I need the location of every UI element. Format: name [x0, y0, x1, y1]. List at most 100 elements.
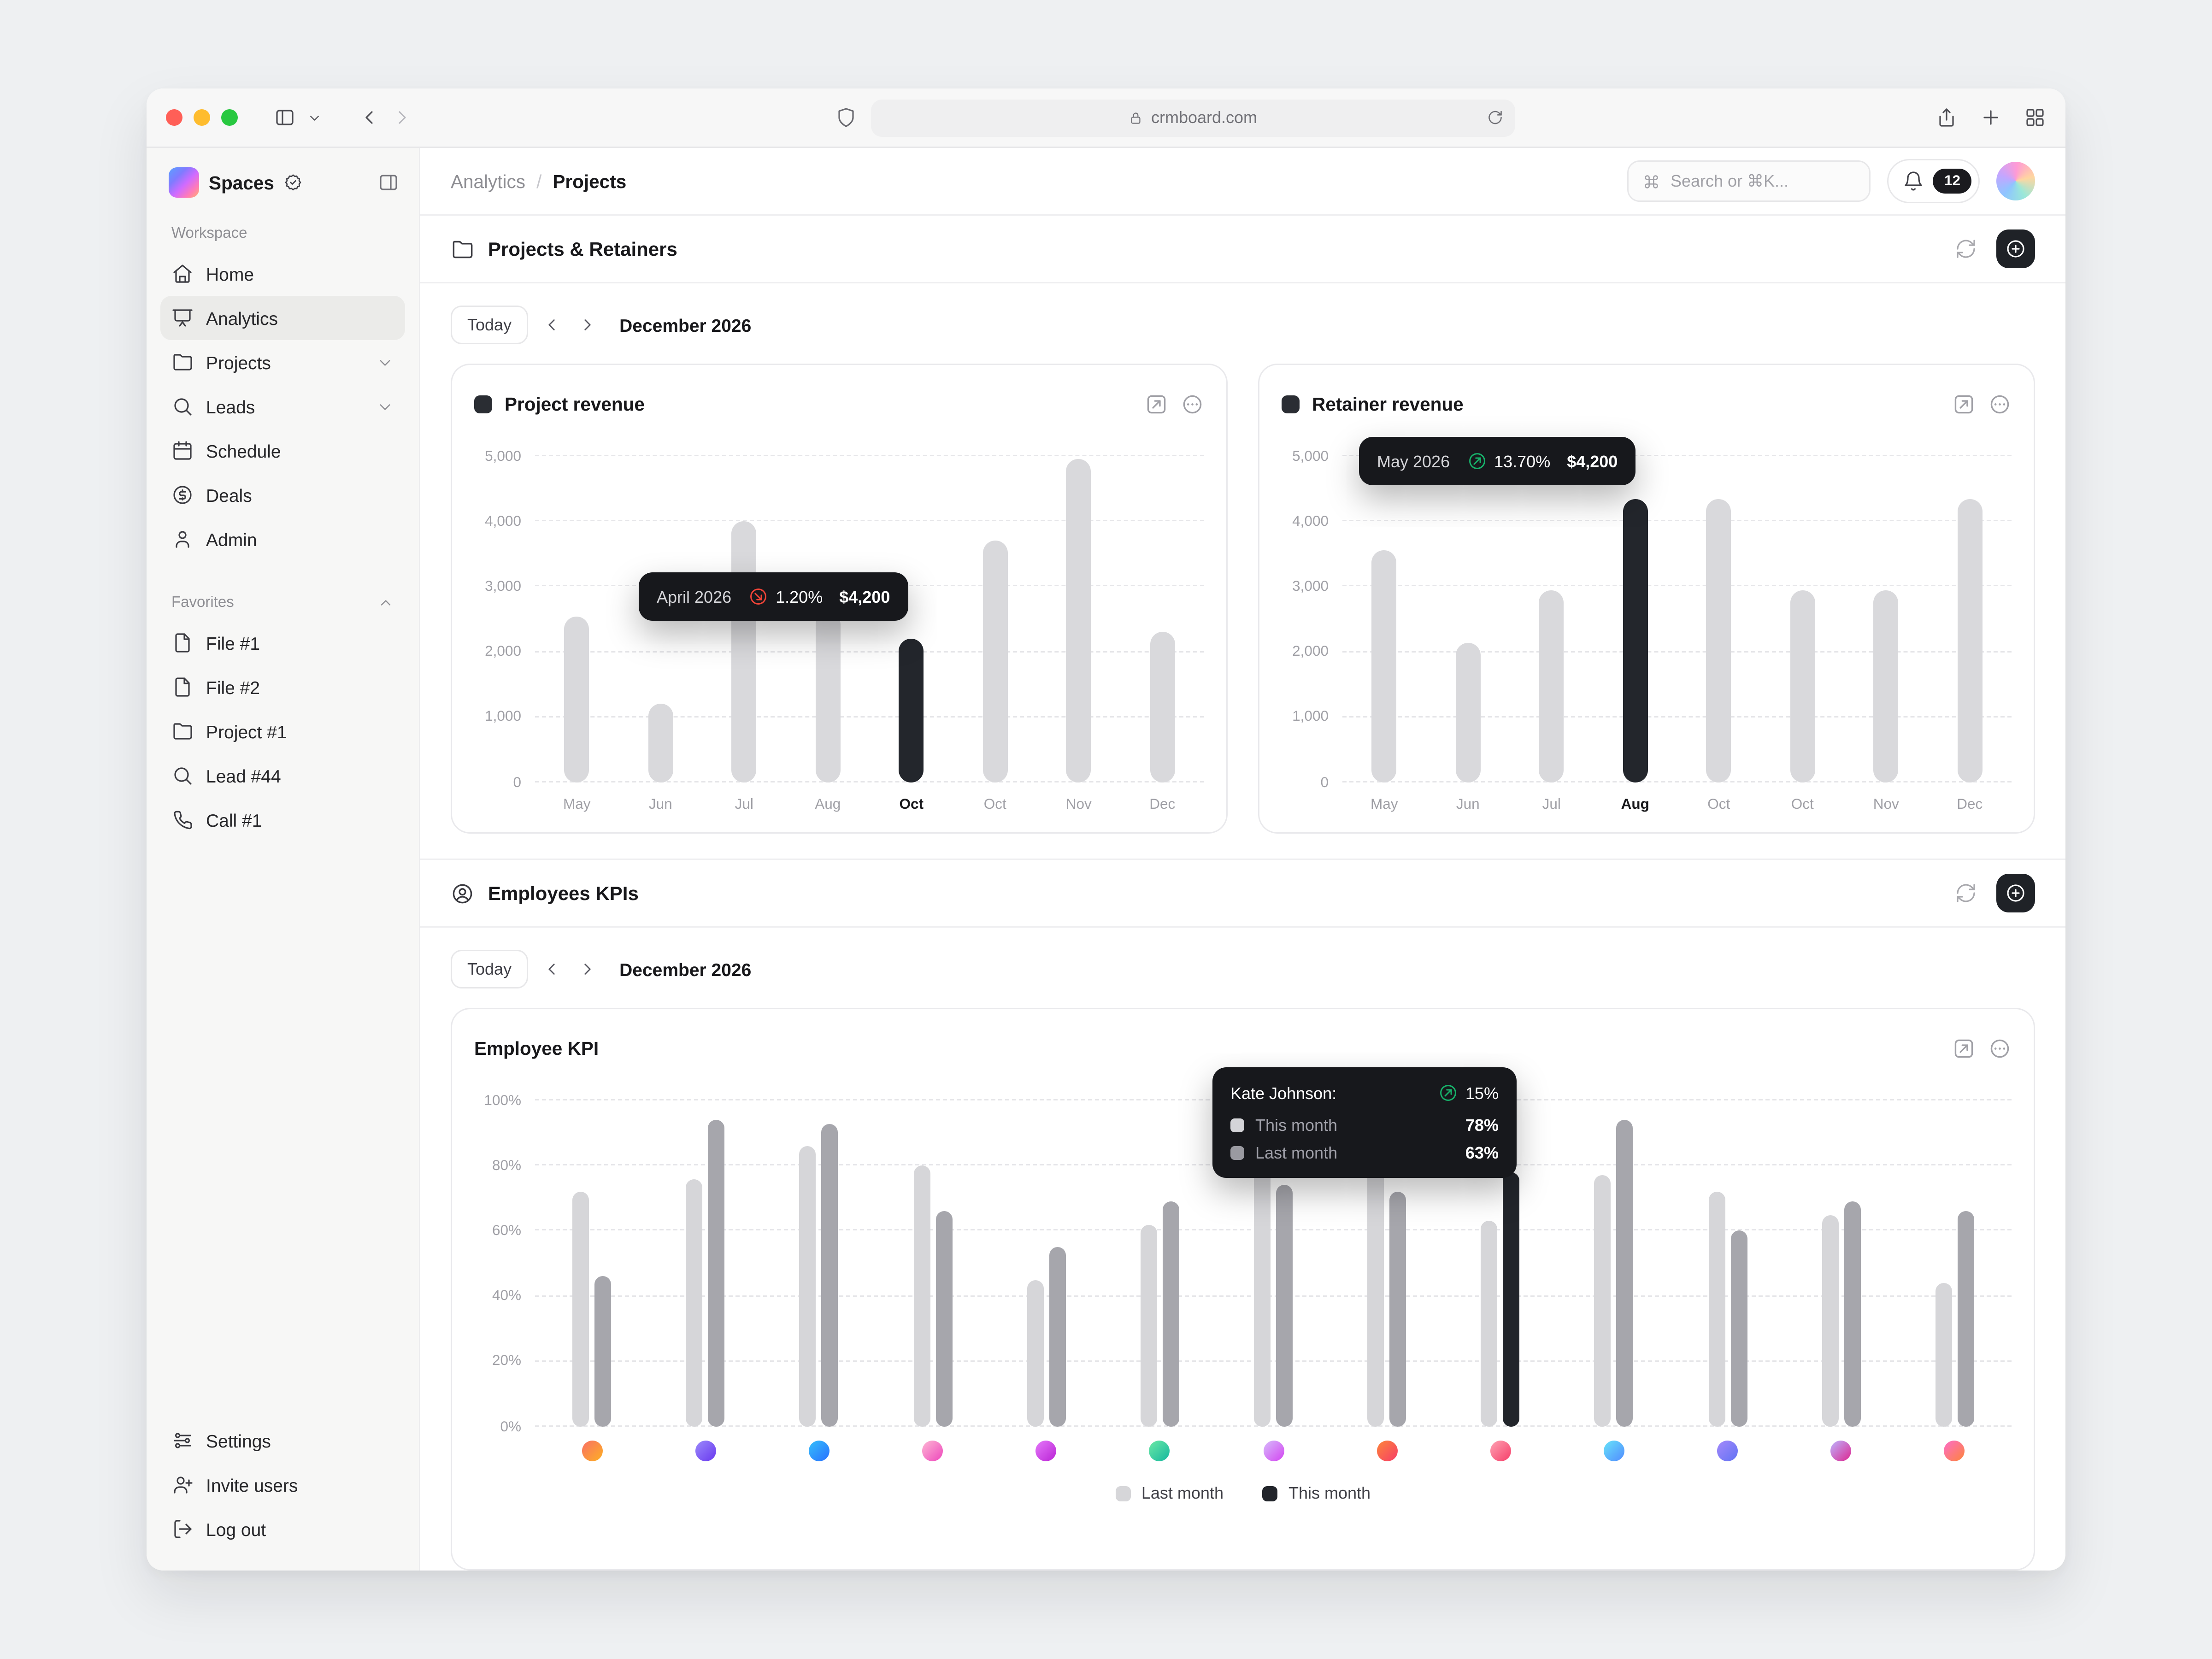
- sidebar-item-project-1[interactable]: Project #1: [160, 709, 405, 753]
- kpi-bar-group[interactable]: [1217, 1100, 1330, 1427]
- kpi-bar-group[interactable]: [1557, 1100, 1671, 1427]
- breadcrumb-analytics[interactable]: Analytics: [451, 171, 526, 192]
- reload-icon[interactable]: [1486, 109, 1504, 127]
- user-icon: [171, 528, 194, 550]
- refresh-button[interactable]: [1955, 882, 1977, 904]
- employee-kpi-plot: 0% 20% 40% 60% 80% 100%: [484, 1093, 2012, 1433]
- kpi-bar-group[interactable]: [1784, 1100, 1898, 1427]
- bar-oct[interactable]: [870, 456, 953, 782]
- kpi-bar-group[interactable]: [1444, 1100, 1557, 1427]
- close-window-button[interactable]: [166, 109, 182, 126]
- add-button[interactable]: [1996, 874, 2035, 912]
- sidebar-item-lead-44[interactable]: Lead #44: [160, 753, 405, 798]
- sidebar-item-analytics[interactable]: Analytics: [160, 296, 405, 340]
- refresh-button[interactable]: [1955, 238, 1977, 260]
- search-input[interactable]: Search or ⌘K...: [1627, 160, 1871, 202]
- sidebar-item-projects[interactable]: Projects: [160, 340, 405, 384]
- y-axis-tick: 60%: [492, 1222, 521, 1239]
- bar-may[interactable]: [1342, 456, 1426, 782]
- sidebar-item-call-1[interactable]: Call #1: [160, 798, 405, 842]
- sidebar-toggle-icon[interactable]: [274, 106, 296, 129]
- back-button[interactable]: [358, 106, 380, 129]
- bar-nov[interactable]: [1037, 456, 1121, 782]
- today-button-projects[interactable]: Today: [451, 306, 529, 344]
- bar-oct[interactable]: [1677, 456, 1761, 782]
- bar-nov[interactable]: [1844, 456, 1928, 782]
- y-axis-tick: 0: [1320, 774, 1329, 791]
- kpi-bar-group[interactable]: [1330, 1100, 1443, 1427]
- sidebar-item-admin[interactable]: Admin: [160, 517, 405, 561]
- today-button-kpis[interactable]: Today: [451, 950, 529, 988]
- favorites-section-label[interactable]: Favorites: [160, 583, 405, 621]
- shield-icon[interactable]: [835, 106, 857, 129]
- employee-avatar[interactable]: [1944, 1441, 1965, 1461]
- sidebar-item-deals[interactable]: Deals: [160, 473, 405, 517]
- expand-icon[interactable]: [1952, 392, 1976, 416]
- employee-avatar[interactable]: [581, 1441, 602, 1461]
- forward-button[interactable]: [391, 106, 413, 129]
- kpi-bar-group[interactable]: [989, 1100, 1103, 1427]
- kpi-bar-group[interactable]: [762, 1100, 876, 1427]
- bar-dec[interactable]: [1928, 456, 2012, 782]
- employee-avatar[interactable]: [1377, 1441, 1398, 1461]
- next-period-button[interactable]: [575, 959, 600, 979]
- kpi-bar-group[interactable]: [1898, 1100, 2012, 1427]
- employee-avatar[interactable]: [1035, 1441, 1057, 1461]
- employee-avatar[interactable]: [922, 1441, 943, 1461]
- kpi-bar-group[interactable]: [1103, 1100, 1216, 1427]
- sidebar-item-schedule[interactable]: Schedule: [160, 429, 405, 473]
- employee-avatar[interactable]: [1717, 1441, 1738, 1461]
- chevron-down-icon[interactable]: [376, 398, 394, 416]
- kpi-bar-group[interactable]: [648, 1100, 762, 1427]
- tab-overview-icon[interactable]: [2024, 106, 2046, 129]
- bar-aug[interactable]: [786, 456, 870, 782]
- bar-oct[interactable]: [1761, 456, 1845, 782]
- employee-avatar[interactable]: [695, 1441, 716, 1461]
- new-tab-icon[interactable]: [1980, 106, 2002, 129]
- minimize-window-button[interactable]: [194, 109, 210, 126]
- chevron-up-icon[interactable]: [377, 594, 394, 611]
- chevron-down-icon[interactable]: [307, 110, 322, 125]
- employee-avatar[interactable]: [1603, 1441, 1624, 1461]
- next-period-button[interactable]: [575, 315, 600, 335]
- employee-avatar[interactable]: [1263, 1441, 1284, 1461]
- bar-jun[interactable]: [619, 456, 703, 782]
- bar-may[interactable]: [535, 456, 619, 782]
- sidebar-item-file-1[interactable]: File #1: [160, 621, 405, 665]
- expand-icon[interactable]: [1145, 392, 1168, 416]
- bar-jun[interactable]: [1426, 456, 1510, 782]
- sidebar-item-invite-users[interactable]: Invite users: [160, 1463, 405, 1507]
- kpi-bar-group[interactable]: [535, 1100, 648, 1427]
- collapse-sidebar-icon[interactable]: [377, 171, 400, 194]
- sidebar-item-settings[interactable]: Settings: [160, 1418, 405, 1463]
- prev-period-button[interactable]: [539, 959, 564, 979]
- address-bar[interactable]: crmboard.com: [870, 99, 1515, 136]
- employee-avatar[interactable]: [1490, 1441, 1511, 1461]
- prev-period-button[interactable]: [539, 315, 564, 335]
- user-avatar[interactable]: [1996, 162, 2035, 200]
- sidebar-item-file-2[interactable]: File #2: [160, 665, 405, 709]
- employee-avatar[interactable]: [1830, 1441, 1852, 1461]
- more-options-icon[interactable]: [1988, 392, 2012, 416]
- sidebar-item-log-out[interactable]: Log out: [160, 1507, 405, 1551]
- employee-avatar[interactable]: [1149, 1441, 1171, 1461]
- notifications-button[interactable]: 12: [1887, 159, 1980, 203]
- kpi-bar-group[interactable]: [876, 1100, 989, 1427]
- chevron-down-icon[interactable]: [376, 353, 394, 371]
- kpi-bar-group[interactable]: [1671, 1100, 1784, 1427]
- add-button[interactable]: [1996, 229, 2035, 268]
- zoom-window-button[interactable]: [221, 109, 238, 126]
- bar-aug[interactable]: [1594, 456, 1677, 782]
- share-icon[interactable]: [1936, 106, 1958, 129]
- bar-jul[interactable]: [1510, 456, 1594, 782]
- expand-icon[interactable]: [1952, 1036, 1976, 1060]
- bar-dec[interactable]: [1121, 456, 1205, 782]
- bar-oct[interactable]: [953, 456, 1037, 782]
- more-options-icon[interactable]: [1988, 1036, 2012, 1060]
- sidebar-item-home[interactable]: Home: [160, 252, 405, 296]
- more-options-icon[interactable]: [1181, 392, 1204, 416]
- chart-tooltip: May 2026 13.70% $4,200: [1359, 437, 1636, 485]
- bar-jul[interactable]: [702, 456, 786, 782]
- sidebar-item-leads[interactable]: Leads: [160, 384, 405, 429]
- employee-avatar[interactable]: [808, 1441, 830, 1461]
